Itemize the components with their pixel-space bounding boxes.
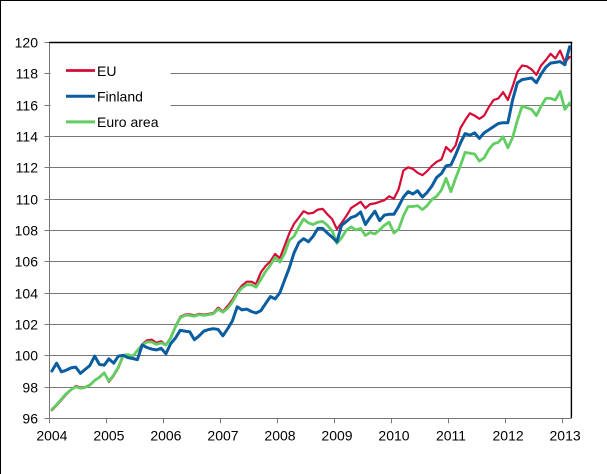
svg-text:104: 104 bbox=[15, 286, 39, 302]
svg-text:Finland: Finland bbox=[97, 89, 143, 105]
svg-text:96: 96 bbox=[22, 411, 38, 427]
svg-text:114: 114 bbox=[16, 129, 39, 145]
svg-text:Euro area: Euro area bbox=[97, 114, 159, 130]
svg-text:116: 116 bbox=[16, 98, 39, 114]
svg-text:112: 112 bbox=[16, 160, 39, 176]
svg-text:2012: 2012 bbox=[493, 428, 524, 444]
svg-text:102: 102 bbox=[15, 317, 39, 333]
svg-text:100: 100 bbox=[15, 348, 39, 364]
svg-text:110: 110 bbox=[16, 192, 39, 208]
svg-text:106: 106 bbox=[15, 254, 39, 270]
svg-text:2009: 2009 bbox=[321, 428, 352, 444]
svg-text:2004: 2004 bbox=[36, 428, 67, 444]
svg-text:2013: 2013 bbox=[550, 428, 581, 444]
svg-text:118: 118 bbox=[16, 66, 39, 82]
svg-text:2011: 2011 bbox=[436, 428, 466, 444]
svg-text:2007: 2007 bbox=[207, 428, 238, 444]
svg-text:2005: 2005 bbox=[93, 428, 124, 444]
svg-text:2006: 2006 bbox=[150, 428, 181, 444]
svg-text:98: 98 bbox=[22, 380, 38, 396]
svg-text:EU: EU bbox=[97, 63, 116, 79]
svg-text:2008: 2008 bbox=[264, 428, 295, 444]
svg-text:2010: 2010 bbox=[378, 428, 409, 444]
svg-text:108: 108 bbox=[15, 223, 39, 239]
svg-text:120: 120 bbox=[15, 35, 39, 51]
